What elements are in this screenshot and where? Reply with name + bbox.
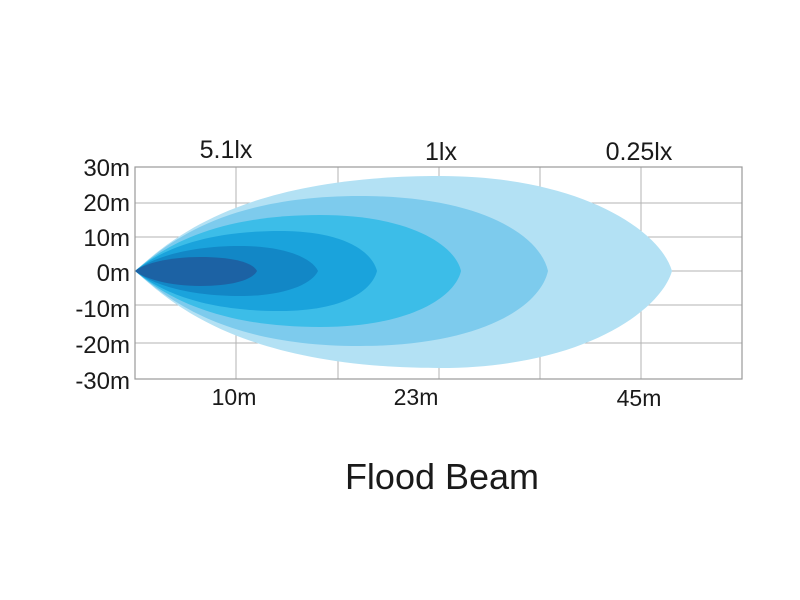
lux-label: 5.1lx	[200, 136, 253, 164]
y-tick-label: 30m	[83, 155, 130, 182]
beam-contours	[135, 176, 672, 368]
y-tick-label: 0m	[97, 260, 130, 287]
plot-frame	[134, 166, 743, 380]
y-tick-label: -10m	[75, 296, 130, 323]
x-tick-label: 10m	[212, 384, 257, 410]
lux-labels: 5.1lx 1lx 0.25lx	[200, 136, 673, 166]
y-axis-labels: 30m 20m 10m 0m -10m -20m -30m	[75, 155, 130, 395]
x-axis-labels: 10m 23m 45m	[212, 384, 662, 411]
beam-contour-6	[135, 257, 257, 286]
y-tick-label: -30m	[75, 368, 130, 395]
x-tick-label: 45m	[617, 385, 662, 411]
x-tick-label: 23m	[394, 384, 439, 410]
diagram-title: Flood Beam	[345, 456, 539, 497]
lux-label: 1lx	[425, 138, 457, 166]
lux-label: 0.25lx	[606, 138, 673, 166]
y-tick-label: -20m	[75, 332, 130, 359]
y-tick-label: 10m	[83, 225, 130, 252]
y-tick-label: 20m	[83, 190, 130, 217]
